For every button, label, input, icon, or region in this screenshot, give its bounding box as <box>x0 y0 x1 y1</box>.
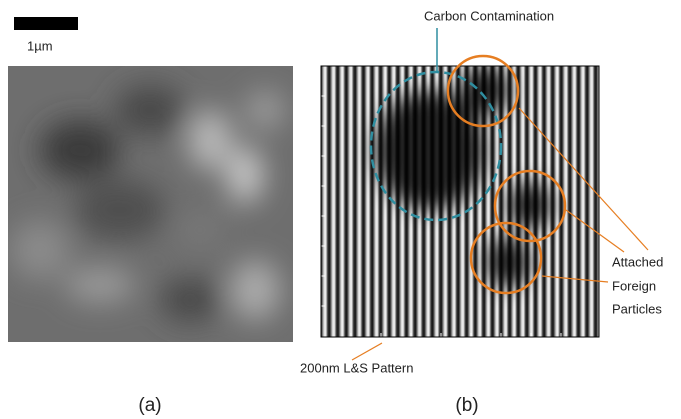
pattern-label: 200nm L&S Pattern <box>300 360 413 375</box>
scale-bar <box>14 17 78 30</box>
particles-label: Attached <box>612 254 663 269</box>
scale-label: 1µm <box>27 38 53 53</box>
caption: (a) <box>138 395 161 416</box>
figure: 1µm <box>0 0 681 419</box>
caption: (b) <box>455 395 478 416</box>
pattern-pointer <box>352 343 382 360</box>
particles-label: Foreign <box>612 278 656 293</box>
carbon-label: Carbon Contamination <box>424 8 554 23</box>
image-a <box>8 66 293 342</box>
image-b <box>321 65 599 337</box>
particles-label: Particles <box>612 301 662 316</box>
